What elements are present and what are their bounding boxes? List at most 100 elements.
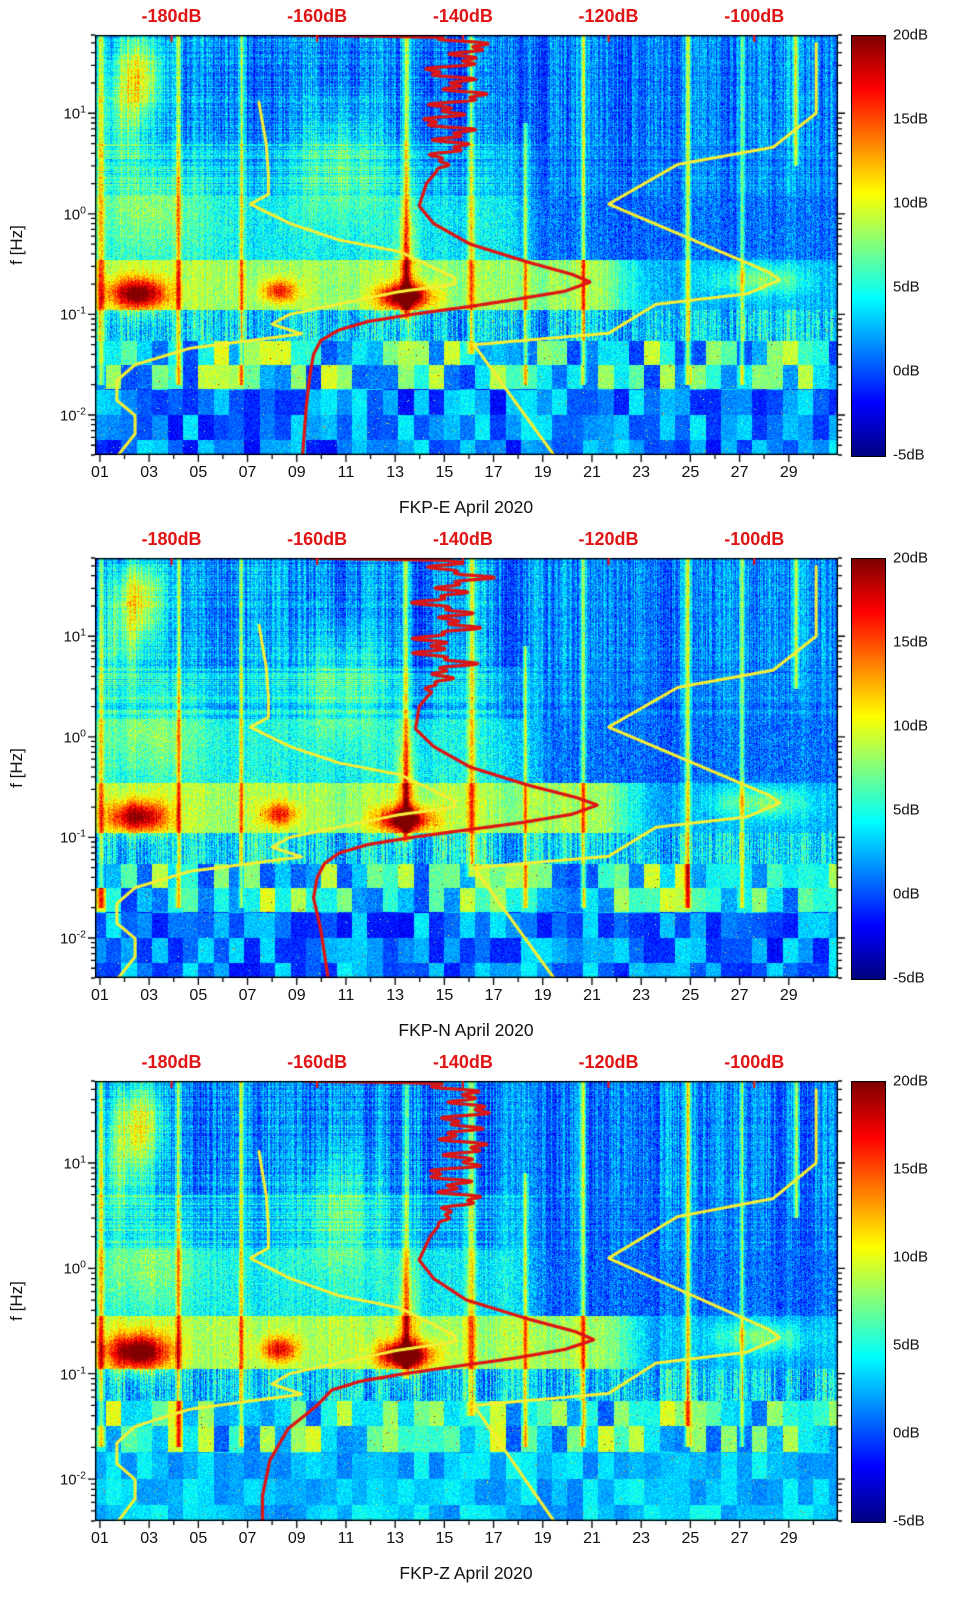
x-tick-label: 29 xyxy=(779,987,798,1004)
x-tick-label: 25 xyxy=(681,1530,700,1547)
x-tick-label: 03 xyxy=(140,1530,159,1547)
colorbar-tick-label: 15dB xyxy=(893,1160,929,1178)
x-tick-label: 17 xyxy=(484,987,503,1004)
colorbar-tick-label: 0dB xyxy=(893,362,920,380)
x-tick-label: 15 xyxy=(435,987,454,1004)
y-tick-label: 100 xyxy=(63,727,86,747)
colorbar-tick-label: 10dB xyxy=(893,717,929,735)
colorbar-tick-label: 20dB xyxy=(893,549,929,567)
x-tick-label: 21 xyxy=(583,464,601,481)
x-tick-label: 13 xyxy=(386,464,405,481)
top-db-tick-label: -120dB xyxy=(578,1052,639,1072)
label-layer: -180dB -160dB -140dB -120dB -100dB 01 03 05 07 09… xyxy=(0,1046,962,1599)
colorbar-tick-label: 0dB xyxy=(893,1424,920,1442)
x-tick-label: 09 xyxy=(287,987,306,1004)
x-tick-label: 17 xyxy=(484,464,503,481)
colorbar-tick-label: -5dB xyxy=(893,446,925,464)
y-axis-title: f [Hz] xyxy=(7,225,26,265)
x-tick-label: 29 xyxy=(779,464,798,481)
x-tick-label: 27 xyxy=(730,987,749,1004)
x-tick-label: 09 xyxy=(287,464,306,481)
top-db-tick-label: -100dB xyxy=(724,1052,785,1072)
y-tick-label: 10-1 xyxy=(59,827,86,847)
y-tick-label: 101 xyxy=(63,626,86,646)
top-db-tick-label: -140dB xyxy=(432,1052,493,1072)
colorbar-canvas xyxy=(851,35,886,457)
colorbar-tick-label: 5dB xyxy=(893,1336,920,1354)
x-tick-label: 03 xyxy=(140,987,159,1004)
colorbar-tick-label: 15dB xyxy=(893,110,929,128)
x-tick-label: 19 xyxy=(533,1530,552,1547)
x-tick-label: 25 xyxy=(681,464,700,481)
y-tick-label: 101 xyxy=(63,103,86,123)
top-db-tick-label: -120dB xyxy=(578,6,639,26)
colorbar-tick-label: 5dB xyxy=(893,278,920,296)
y-tick-label: 10-1 xyxy=(59,1364,86,1384)
top-db-tick-label: -180dB xyxy=(141,529,202,549)
top-db-tick-label: -180dB xyxy=(141,1052,202,1072)
panel-fkp-n: -180dB -160dB -140dB -120dB -100dB 01 03 05 07 09… xyxy=(0,523,962,1046)
x-tick-label: 09 xyxy=(287,1530,306,1547)
y-tick-label: 100 xyxy=(63,204,86,224)
colorbar-tick-label: -5dB xyxy=(893,969,925,987)
x-tick-label: 01 xyxy=(91,987,109,1004)
x-tick-label: 19 xyxy=(533,464,552,481)
y-axis-title: f [Hz] xyxy=(7,748,26,788)
colorbar-tick-label: 15dB xyxy=(893,633,929,651)
y-tick-label: 10-2 xyxy=(59,928,86,948)
x-tick-label: 17 xyxy=(484,1530,503,1547)
top-db-tick-label: -160dB xyxy=(287,529,348,549)
panel-fkp-e: -180dB -160dB -140dB -120dB -100dB 01 03 05 07 09… xyxy=(0,0,962,523)
colorbar-tick-label: -5dB xyxy=(893,1512,925,1530)
x-tick-label: 23 xyxy=(632,987,651,1004)
x-tick-label: 01 xyxy=(91,464,109,481)
x-tick-label: 07 xyxy=(238,464,257,481)
x-axis-title: FKP-Z April 2020 xyxy=(399,1563,533,1583)
y-axis-title: f [Hz] xyxy=(7,1281,26,1321)
x-tick-label: 21 xyxy=(583,1530,601,1547)
colorbar-canvas xyxy=(851,1081,886,1523)
colorbar-canvas xyxy=(851,558,886,980)
x-tick-label: 05 xyxy=(189,1530,208,1547)
x-tick-label: 23 xyxy=(632,1530,651,1547)
top-db-tick-label: -140dB xyxy=(432,529,493,549)
x-tick-label: 07 xyxy=(238,1530,257,1547)
x-tick-label: 27 xyxy=(730,1530,749,1547)
colorbar-tick-label: 5dB xyxy=(893,801,920,819)
y-tick-label: 10-1 xyxy=(59,304,86,324)
colorbar-tick-label: 20dB xyxy=(893,1072,929,1090)
x-tick-label: 01 xyxy=(91,1530,109,1547)
y-tick-label: 101 xyxy=(63,1153,86,1173)
x-tick-label: 19 xyxy=(533,987,552,1004)
top-db-tick-label: -140dB xyxy=(432,6,493,26)
x-tick-label: 07 xyxy=(238,987,257,1004)
x-tick-label: 13 xyxy=(386,987,405,1004)
y-tick-label: 10-2 xyxy=(59,1469,86,1489)
x-axis-title: FKP-E April 2020 xyxy=(398,497,534,517)
x-tick-label: 11 xyxy=(337,987,355,1004)
x-tick-label: 05 xyxy=(189,987,208,1004)
label-layer: -180dB -160dB -140dB -120dB -100dB 01 03 05 07 09… xyxy=(0,0,962,523)
top-db-tick-label: -120dB xyxy=(578,529,639,549)
x-tick-label: 25 xyxy=(681,987,700,1004)
x-tick-label: 15 xyxy=(435,464,454,481)
colorbar-tick-label: 10dB xyxy=(893,194,929,212)
x-tick-label: 23 xyxy=(632,464,651,481)
colorbar-tick-label: 0dB xyxy=(893,885,920,903)
x-tick-label: 11 xyxy=(337,1530,355,1547)
colorbar-tick-label: 20dB xyxy=(893,26,929,44)
x-tick-label: 03 xyxy=(140,464,159,481)
panel-fkp-z: -180dB -160dB -140dB -120dB -100dB 01 03 05 07 09… xyxy=(0,1046,962,1599)
x-tick-label: 05 xyxy=(189,464,208,481)
x-tick-label: 21 xyxy=(583,987,601,1004)
label-layer: -180dB -160dB -140dB -120dB -100dB 01 03 05 07 09… xyxy=(0,523,962,1046)
colorbar-tick-label: 10dB xyxy=(893,1248,929,1266)
x-tick-label: 29 xyxy=(779,1530,798,1547)
top-db-tick-label: -180dB xyxy=(141,6,202,26)
top-db-tick-label: -160dB xyxy=(287,1052,348,1072)
x-tick-label: 27 xyxy=(730,464,749,481)
y-tick-label: 100 xyxy=(63,1258,86,1278)
y-tick-label: 10-2 xyxy=(59,405,86,425)
x-tick-label: 13 xyxy=(386,1530,405,1547)
